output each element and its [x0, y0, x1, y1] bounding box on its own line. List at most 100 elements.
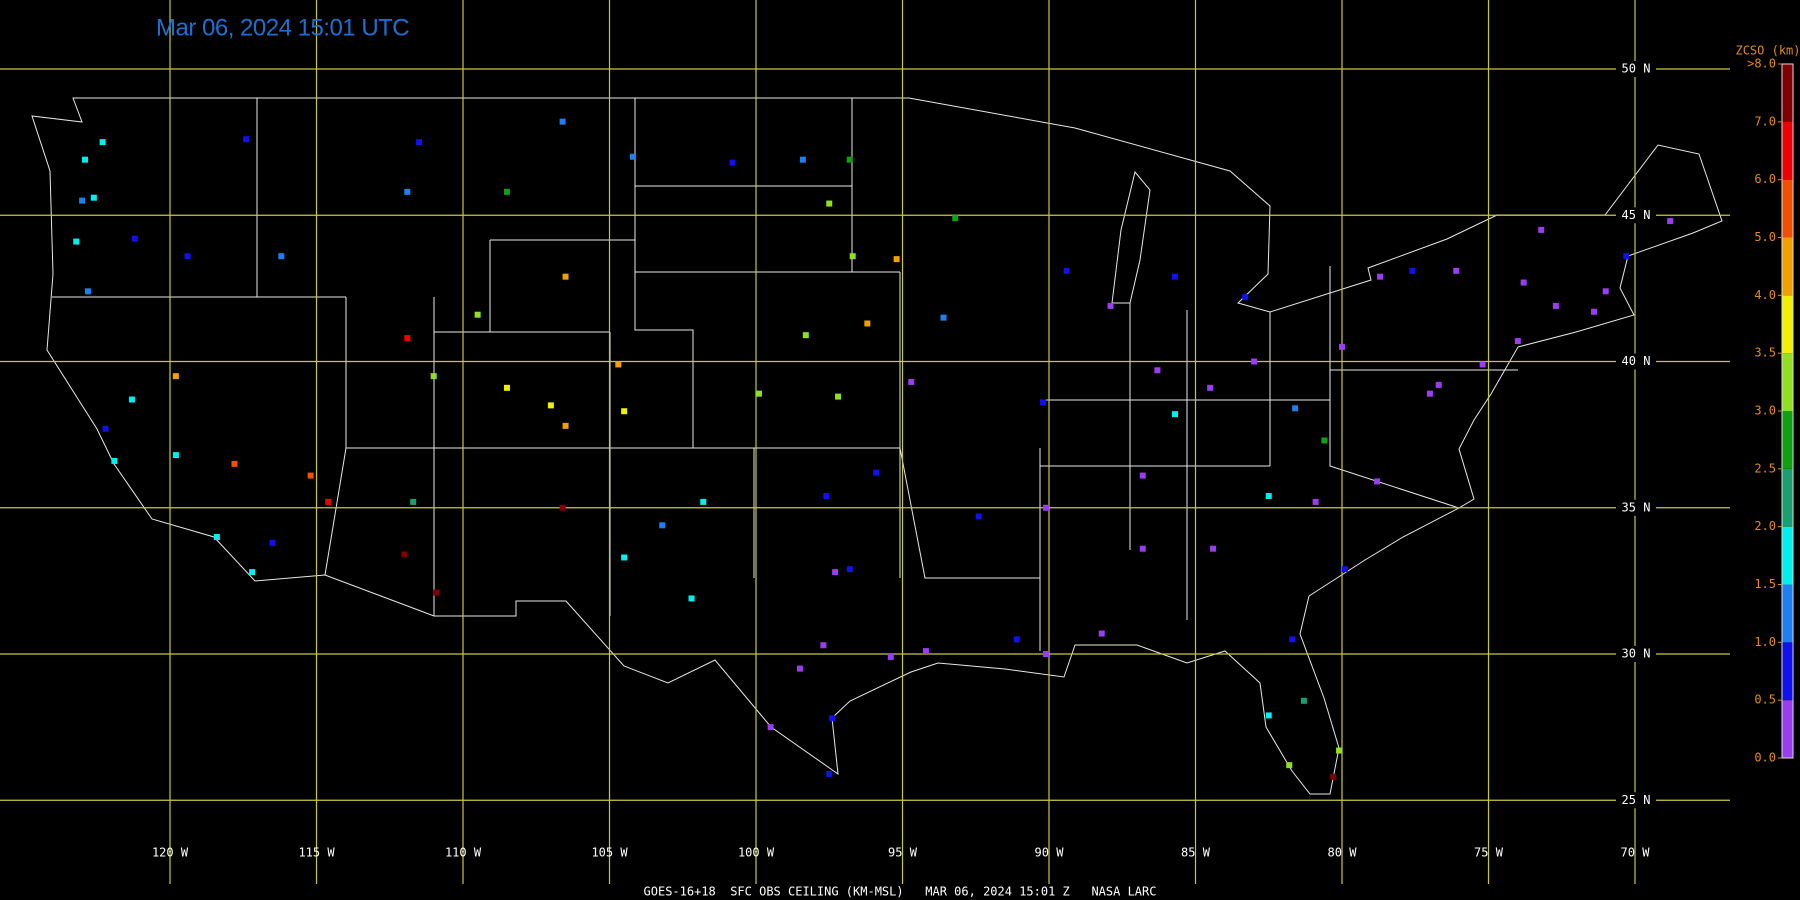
station-ob	[700, 498, 707, 505]
longitude-label: 85 W	[1181, 846, 1211, 860]
station-ob	[82, 156, 89, 163]
station-ob	[621, 554, 628, 561]
station-ob	[1154, 367, 1161, 374]
colorbar-segment	[1782, 121, 1793, 180]
station-ob	[908, 378, 915, 385]
stations	[73, 118, 1674, 780]
label-backdrop	[1616, 61, 1656, 77]
station-ob	[547, 402, 554, 409]
colorbar-label: 2.0	[1754, 519, 1776, 533]
colorbar-segment	[1782, 179, 1793, 238]
station-ob	[1426, 390, 1433, 397]
station-ob	[562, 422, 569, 429]
station-ob	[893, 256, 900, 263]
latitude-label: 35 N	[1622, 500, 1651, 514]
station-ob	[659, 522, 666, 529]
station-ob	[1520, 279, 1527, 286]
station-ob	[404, 188, 411, 195]
colorbar-segment	[1782, 411, 1793, 469]
station-ob	[826, 770, 833, 777]
longitude-label: 80 W	[1328, 846, 1358, 860]
longitude-label: 70 W	[1621, 846, 1651, 860]
station-ob	[820, 642, 827, 649]
station-ob	[1210, 545, 1217, 552]
colorbar-label: 3.0	[1754, 404, 1776, 418]
station-ob	[922, 648, 929, 655]
station-ob	[829, 715, 836, 722]
label-backdrop	[1616, 353, 1656, 370]
station-ob	[1453, 267, 1460, 274]
station-ob	[1623, 253, 1630, 260]
station-ob	[767, 724, 774, 731]
station-ob	[1300, 697, 1307, 704]
station-ob	[1289, 636, 1296, 643]
colorbar-segment	[1782, 700, 1793, 758]
colorbar-label: 2.5	[1754, 461, 1776, 475]
station-ob	[79, 197, 86, 204]
longitude-label: 75 W	[1474, 846, 1504, 860]
graticule	[0, 0, 1730, 884]
longitude-label: 90 W	[1035, 846, 1065, 860]
colorbar-segment	[1782, 237, 1793, 296]
station-ob	[84, 288, 91, 295]
station-ob	[73, 238, 80, 245]
station-ob	[1667, 218, 1674, 225]
colorbar-label: 1.0	[1754, 635, 1776, 649]
station-ob	[887, 653, 894, 660]
longitude-label: 95 W	[888, 846, 918, 860]
label-backdrop	[1616, 792, 1656, 809]
station-ob	[131, 235, 138, 242]
station-ob	[796, 665, 803, 672]
colorbar-label: >8.0	[1747, 57, 1776, 71]
colorbar-label: 5.0	[1754, 230, 1776, 244]
colorbar-segment	[1782, 642, 1793, 701]
station-ob	[1339, 343, 1345, 350]
station-ob	[846, 566, 853, 573]
station-ob	[952, 215, 959, 222]
station-ob	[1602, 288, 1609, 295]
station-ob	[835, 393, 842, 400]
station-ob	[1330, 773, 1337, 780]
label-backdrop	[1616, 499, 1656, 516]
station-ob	[1171, 411, 1178, 418]
station-ob	[1251, 358, 1258, 365]
latitude-label: 40 N	[1622, 354, 1651, 368]
station-ob	[1139, 472, 1146, 479]
station-ob	[864, 320, 871, 327]
station-ob	[802, 332, 809, 339]
station-ob	[410, 498, 417, 505]
station-ob	[325, 498, 332, 505]
station-ob	[559, 118, 566, 125]
station-ob	[1312, 498, 1319, 505]
station-ob	[799, 156, 806, 163]
latitude-label: 50 N	[1622, 62, 1651, 76]
station-ob	[172, 373, 179, 380]
station-ob	[1139, 545, 1146, 552]
station-ob	[269, 539, 276, 546]
station-ob	[213, 534, 220, 540]
station-ob	[99, 139, 106, 146]
footer: GOES-16+18 SFC OBS CEILING (KM-MSL) MAR …	[644, 885, 1157, 899]
map-title: Mar 06, 2024 15:01 UTC	[156, 14, 409, 41]
station-ob	[1207, 384, 1214, 391]
station-ob	[401, 551, 408, 558]
station-ob	[1409, 267, 1416, 274]
longitude-label: 120 W	[152, 846, 189, 860]
state-lines	[52, 98, 1518, 651]
station-ob	[823, 493, 830, 500]
station-ob	[474, 311, 481, 318]
colorbar-label: 0.0	[1754, 751, 1776, 765]
colorbar: 0.0 0.5 1.0 1.5 2.0 2.5 3.0 3.5 4.0 5.0 6.0 7.0 >8.0	[1747, 57, 1794, 765]
station-ob	[629, 153, 636, 160]
colorbar-label: 0.5	[1754, 693, 1776, 707]
station-ob	[1265, 712, 1272, 719]
station-ob	[1336, 747, 1343, 754]
latitude-label: 45 N	[1622, 208, 1651, 222]
station-ob	[1098, 630, 1105, 637]
station-ob	[1043, 504, 1050, 511]
station-ob	[278, 253, 285, 260]
station-ob	[826, 200, 833, 207]
station-ob	[1590, 308, 1597, 315]
